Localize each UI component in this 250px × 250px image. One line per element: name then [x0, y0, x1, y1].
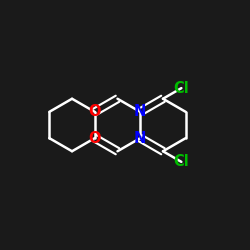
- Text: Cl: Cl: [174, 154, 189, 170]
- Text: Cl: Cl: [174, 80, 189, 96]
- Text: N: N: [134, 104, 146, 120]
- Text: N: N: [134, 130, 146, 146]
- Text: O: O: [88, 104, 101, 120]
- Text: O: O: [88, 130, 101, 146]
